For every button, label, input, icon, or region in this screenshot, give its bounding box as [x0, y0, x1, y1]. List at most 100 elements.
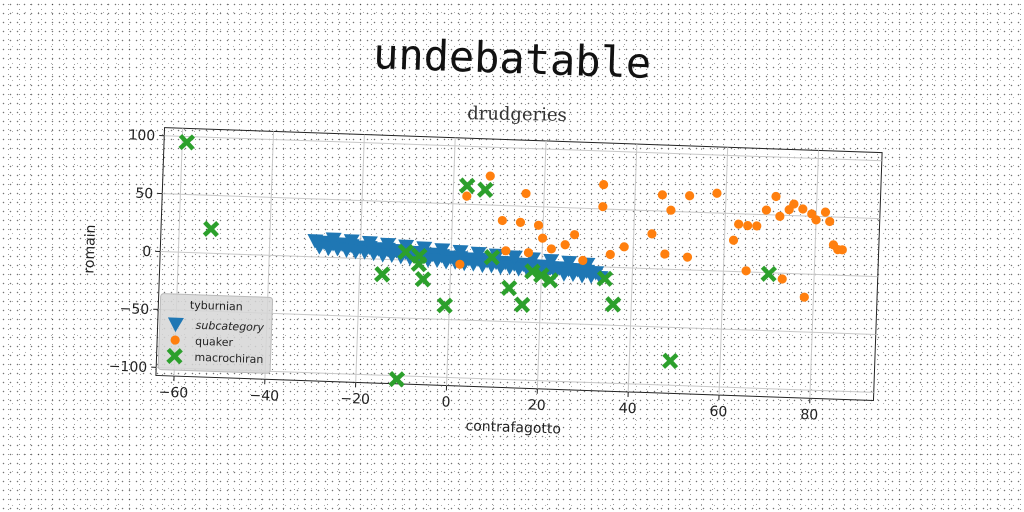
quaker-point: [657, 190, 667, 200]
x-stroke: [388, 371, 406, 388]
subcategory-point: [506, 250, 523, 265]
macrochiran-point: [513, 296, 531, 313]
quaker-point: [777, 274, 787, 284]
x-tick-label: 60: [709, 404, 727, 421]
quaker-point: [825, 216, 835, 227]
x-stroke: [178, 134, 196, 151]
legend-label-macrochiran: macrochiran: [194, 351, 263, 366]
legend-label-quaker: quaker: [195, 335, 234, 349]
quaker-point: [741, 266, 751, 276]
legend-title: tyburnian: [190, 299, 243, 314]
quaker-point: [578, 255, 588, 266]
y-tick-label: −100: [108, 359, 147, 376]
quaker-point: [771, 191, 781, 202]
subcategory-point: [543, 253, 560, 269]
y-tick-label: 100: [128, 127, 155, 144]
grid-lines: [156, 128, 882, 399]
x-stroke: [661, 353, 679, 369]
macrochiran-point: [596, 270, 614, 287]
quaker-point: [789, 199, 799, 209]
x-tick-label: 80: [800, 407, 818, 424]
macrochiran-point: [373, 266, 391, 283]
x-stroke: [166, 348, 183, 364]
plot-area: −60 −40 −20 0 20 40 60 80 100 50 0 −50 −100 contraf…: [81, 127, 883, 438]
series-macrochiran: [178, 134, 778, 388]
quaker-point: [799, 292, 809, 302]
x-stroke: [542, 272, 559, 289]
legend-label-subcategory: subcategory: [195, 319, 264, 334]
quaker-point: [560, 240, 570, 250]
quaker-point: [501, 246, 511, 256]
macrochiran-point: [483, 249, 501, 266]
x-tick-label: 20: [528, 397, 546, 414]
x-stroke: [596, 270, 614, 287]
macrochiran-point: [436, 297, 454, 314]
x-stroke: [500, 280, 518, 296]
quaker-point: [761, 205, 772, 215]
x-ticks: −60 −40 −20 0 20 40 60 80: [158, 376, 818, 424]
y-tick-label: 50: [135, 186, 153, 203]
quaker-point: [521, 188, 531, 199]
quaker-point: [546, 244, 556, 254]
subcategory-point: [470, 246, 487, 262]
x-stroke: [604, 296, 622, 313]
x-stroke: [458, 177, 476, 194]
x-stroke: [373, 266, 391, 283]
quaker-point: [497, 215, 507, 226]
x-stroke: [397, 244, 415, 260]
y-axis-label: romain: [81, 224, 99, 274]
macrochiran-point: [414, 270, 432, 288]
x-stroke: [513, 296, 531, 313]
y-grid-line: [156, 366, 874, 393]
x-stroke: [760, 266, 778, 282]
quaker-point: [569, 230, 580, 240]
x-tick-label: −40: [249, 388, 279, 405]
quaker-point: [647, 229, 657, 239]
quaker-point: [599, 180, 609, 190]
macrochiran-point: [476, 181, 494, 199]
macrochiran-point: [202, 220, 220, 238]
series-subcategory: [307, 232, 609, 286]
quaker-point: [605, 249, 615, 260]
x-tick-label: −20: [340, 391, 370, 408]
subcategory-point: [343, 234, 360, 249]
y-ticks: 100 50 0 −50 −100: [108, 127, 165, 376]
subcategory-point: [434, 243, 451, 258]
quaker-point: [666, 205, 676, 215]
quaker-point: [533, 220, 544, 230]
quaker-point: [455, 259, 465, 269]
x-tick-label: −60: [158, 385, 188, 402]
data-marks: [178, 134, 847, 388]
quaker-point: [619, 242, 629, 252]
y-tick-label: 0: [142, 244, 151, 260]
macrochiran-point: [533, 266, 550, 284]
subcategory-point: [592, 270, 609, 286]
quaker-point: [775, 211, 785, 221]
x-stroke: [476, 181, 494, 198]
x-tick-label: 40: [618, 401, 636, 418]
macrochiran-point: [458, 177, 476, 194]
macrochiran-point: [604, 296, 622, 313]
legend-marker-macrochiran: [166, 347, 183, 365]
legend-marker-quaker: [170, 335, 180, 345]
x-axis-label: contrafagotto: [465, 418, 561, 437]
macrochiran-point: [388, 370, 406, 388]
legend-marker-subcategory: [167, 317, 184, 333]
macrochiran-point: [760, 265, 778, 283]
macrochiran-point: [542, 271, 559, 289]
x-stroke: [414, 271, 432, 288]
quaker-point: [538, 233, 548, 243]
x-stroke: [202, 221, 220, 237]
subcategory-point: [361, 235, 378, 251]
quaker-point: [743, 221, 753, 231]
macrochiran-point: [661, 352, 679, 370]
x-stroke: [410, 256, 428, 272]
y-grid-line: [164, 135, 882, 162]
quaker-point: [598, 202, 608, 212]
quaker-point: [752, 221, 762, 231]
quaker-point: [515, 217, 526, 227]
x-stroke: [483, 249, 501, 266]
macrochiran-point: [410, 255, 428, 273]
